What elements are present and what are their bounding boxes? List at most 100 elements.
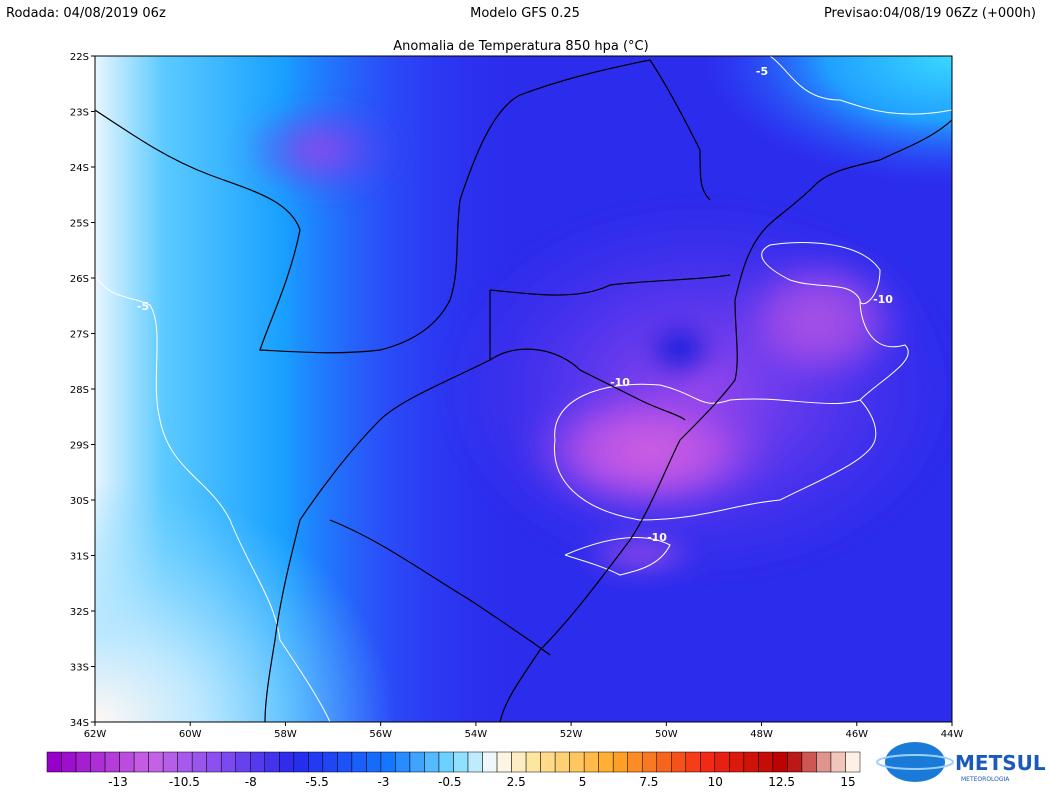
lat-label: 25S xyxy=(70,219,89,230)
logo-tagline: METEOROLOGIA xyxy=(961,776,1010,783)
lat-label: 31S xyxy=(70,552,89,563)
colorbar-swatch xyxy=(438,751,454,773)
contour-label: -10 xyxy=(647,531,667,544)
colorbar-swatch xyxy=(46,751,62,773)
colorbar-swatch xyxy=(845,751,861,773)
colorbar-swatch xyxy=(148,751,164,773)
colorbar-swatch xyxy=(467,751,483,773)
colorbar-swatch xyxy=(482,751,498,773)
colorbar-swatch xyxy=(685,751,701,773)
colorbar-swatch xyxy=(133,751,149,773)
lon-label: 62W xyxy=(84,729,107,740)
lat-label: 28S xyxy=(70,385,89,396)
colorbar-swatch xyxy=(554,751,570,773)
map-title: Anomalia de Temperatura 850 hpa (°C) xyxy=(393,39,648,54)
colorbar-label: -3 xyxy=(377,775,389,789)
colorbar: -13 -10.5 -8 -5.5 -3 -0.5 2.5 5 7.5 10 12.5 15 xyxy=(46,751,861,789)
colorbar-swatch xyxy=(714,751,730,773)
colorbar-swatch xyxy=(656,751,672,773)
colorbar-swatch xyxy=(104,751,120,773)
colorbar-swatch xyxy=(772,751,788,773)
lat-label: 34S xyxy=(70,718,89,729)
colorbar-swatch xyxy=(743,751,759,773)
lat-label: 29S xyxy=(70,441,89,452)
colorbar-swatch xyxy=(337,751,353,773)
colorbar-swatch xyxy=(395,751,411,773)
colorbar-swatch xyxy=(61,751,77,773)
forecast-info: Previsao:04/08/19 06Zz (+000h) xyxy=(824,6,1036,21)
lon-label: 58W xyxy=(274,729,297,740)
contour-labels: -5 -5 -10 -10 -10 xyxy=(137,65,893,544)
contour-label: -10 xyxy=(873,293,893,306)
colorbar-swatch xyxy=(90,751,106,773)
colorbar-swatch xyxy=(220,751,236,773)
colorbar-swatch xyxy=(322,751,338,773)
colorbar-swatch xyxy=(250,751,266,773)
contour-label: -10 xyxy=(610,376,630,389)
colorbar-swatch xyxy=(279,751,295,773)
colorbar-swatch xyxy=(700,751,716,773)
colorbar-label: -0.5 xyxy=(438,775,461,789)
lon-label: 56W xyxy=(369,729,392,740)
colorbar-label: 5 xyxy=(579,775,587,789)
colorbar-swatch xyxy=(424,751,440,773)
colorbar-label: -5.5 xyxy=(305,775,328,789)
lat-label: 33S xyxy=(70,663,89,674)
contour-label: -5 xyxy=(756,65,768,78)
model-info: Modelo GFS 0.25 xyxy=(470,6,580,21)
colorbar-swatch xyxy=(758,751,774,773)
colorbar-swatch xyxy=(453,751,469,773)
colorbar-swatch xyxy=(380,751,396,773)
colorbar-swatch xyxy=(293,751,309,773)
lat-label: 32S xyxy=(70,607,89,618)
colorbar-swatch xyxy=(366,751,382,773)
run-info: Rodada: 04/08/2019 06z xyxy=(6,6,166,21)
lat-label: 27S xyxy=(70,330,89,341)
colorbar-swatch xyxy=(206,751,222,773)
lat-label: 26S xyxy=(70,274,89,285)
boundaries xyxy=(95,59,952,722)
colorbar-swatch xyxy=(496,751,512,773)
lon-label: 48W xyxy=(750,729,773,740)
contours xyxy=(95,56,952,722)
map-field: -5 -5 -10 -10 -10 xyxy=(95,56,952,722)
axis-ticks: 22S23S24S25S26S27S28S29S30S31S32S33S34S6… xyxy=(70,52,963,740)
colorbar-swatch xyxy=(540,751,556,773)
lon-label: 60W xyxy=(179,729,202,740)
colorbar-label: -10.5 xyxy=(169,775,200,789)
colorbar-swatch xyxy=(612,751,628,773)
lon-label: 54W xyxy=(465,729,488,740)
colorbar-label: 15 xyxy=(840,775,855,789)
colorbar-swatch xyxy=(409,751,425,773)
colorbar-swatch xyxy=(830,751,846,773)
lon-label: 52W xyxy=(560,729,583,740)
colorbar-swatch xyxy=(162,751,178,773)
colorbar-swatch xyxy=(511,751,527,773)
colorbar-swatch xyxy=(264,751,280,773)
colorbar-swatch xyxy=(787,751,803,773)
colorbar-swatch xyxy=(598,751,614,773)
colorbar-swatch xyxy=(801,751,817,773)
logo: METSUL METEOROLOGIA xyxy=(876,742,1046,783)
colorbar-swatch xyxy=(816,751,832,773)
logo-name: METSUL xyxy=(955,751,1046,775)
lon-label: 50W xyxy=(655,729,678,740)
lon-label: 46W xyxy=(845,729,868,740)
colorbar-swatch xyxy=(308,751,324,773)
colorbar-swatch xyxy=(235,751,251,773)
colorbar-swatch xyxy=(191,751,207,773)
colorbar-swatch xyxy=(177,751,193,773)
colorbar-label: -13 xyxy=(108,775,128,789)
lat-label: 30S xyxy=(70,496,89,507)
colorbar-label: 12.5 xyxy=(768,775,795,789)
colorbar-label: 2.5 xyxy=(507,775,526,789)
contour-label: -5 xyxy=(137,300,149,313)
colorbar-swatch xyxy=(119,751,135,773)
colorbar-swatch xyxy=(569,751,585,773)
lat-label: 23S xyxy=(70,108,89,119)
colorbar-swatch xyxy=(525,751,541,773)
lat-label: 24S xyxy=(70,163,89,174)
colorbar-label: -8 xyxy=(245,775,257,789)
colorbar-swatch xyxy=(627,751,643,773)
